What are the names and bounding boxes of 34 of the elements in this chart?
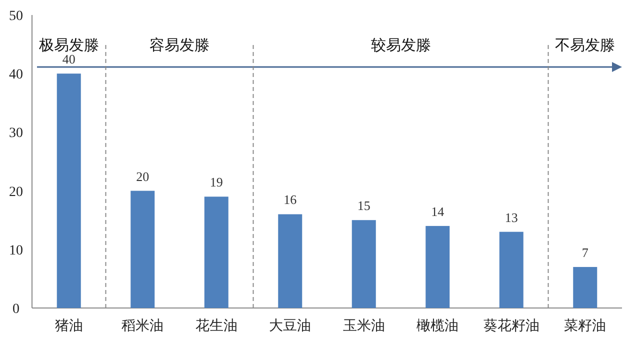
annotation: 极易发滕 — [38, 37, 99, 54]
annotation: 不易发滕 — [555, 38, 616, 54]
y-tick-label: 0 — [12, 302, 20, 317]
data-label: 19 — [210, 174, 223, 190]
x-tick-label: 葵花籽油 — [483, 318, 540, 334]
annotation: 容易发滕 — [150, 37, 210, 54]
bar — [204, 196, 228, 308]
x-tick-label: 稻米油 — [122, 318, 164, 334]
bar — [352, 220, 376, 308]
data-label: 15 — [357, 198, 370, 214]
y-tick-label: 10 — [9, 243, 23, 258]
data-label: 40 — [62, 52, 76, 67]
x-tick-label: 花生油 — [195, 318, 238, 334]
data-label: 20 — [136, 168, 150, 184]
y-tick-label: 50 — [9, 9, 23, 24]
data-label: 14 — [431, 204, 445, 219]
x-tick-label: 猪油 — [54, 318, 83, 334]
bar — [56, 74, 81, 308]
x-tick-label: 菜籽油 — [564, 318, 606, 334]
bar — [499, 232, 524, 308]
bar — [278, 214, 302, 308]
x-tick-label: 玉米油 — [342, 318, 385, 334]
bar — [573, 266, 598, 308]
y-tick-label: 30 — [9, 126, 23, 142]
y-tick-label: 20 — [9, 184, 23, 200]
x-tick-label: 大豆油 — [269, 318, 312, 334]
annotation: 较易发滕 — [370, 37, 431, 54]
x-tick-label: 橄榄油 — [416, 318, 459, 334]
bar — [130, 190, 155, 308]
y-tick-label: 40 — [9, 68, 23, 83]
data-label: 7 — [582, 244, 589, 260]
data-label: 13 — [504, 210, 518, 225]
data-label: 16 — [284, 192, 298, 208]
bar — [426, 226, 450, 308]
